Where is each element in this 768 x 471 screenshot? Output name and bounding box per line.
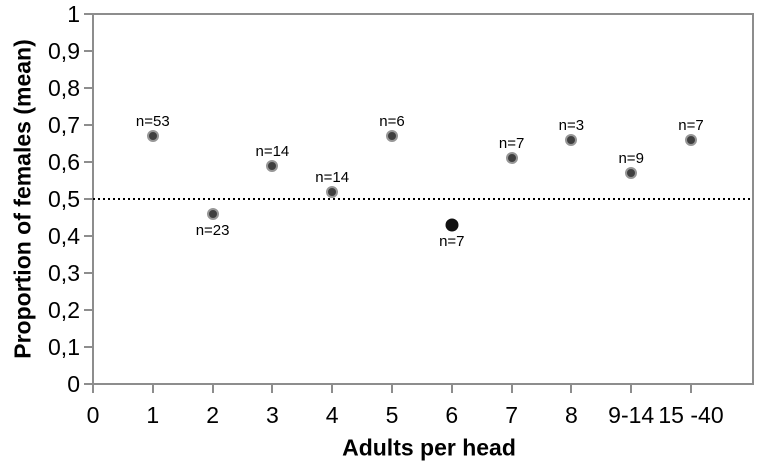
data-point: [505, 152, 518, 165]
x-axis-tick: [630, 385, 633, 393]
data-point-label: n=14: [315, 168, 350, 186]
y-axis-tick: [84, 50, 92, 52]
x-tick-label: 4: [325, 402, 339, 428]
data-point-label: n=23: [195, 221, 230, 239]
y-tick-label: 0,8: [48, 75, 80, 101]
y-tick-label: 0,1: [48, 334, 80, 360]
x-axis-tick: [391, 385, 393, 393]
x-axis-tick: [211, 385, 214, 393]
x-tick-label: 9-14: [608, 402, 655, 428]
data-point: [386, 130, 398, 143]
data-point-label: n=7: [498, 135, 525, 153]
y-axis-tick: [84, 198, 92, 200]
y-axis-tick: [84, 161, 92, 163]
x-tick-label: 3: [265, 402, 279, 428]
x-axis-tick: [331, 385, 334, 393]
x-axis-tick: [570, 385, 573, 393]
y-axis-tick: [84, 383, 92, 385]
data-point: [565, 133, 578, 146]
data-point: [266, 159, 279, 172]
y-axis-tick: [84, 13, 92, 15]
data-point-label: n=7: [439, 232, 465, 250]
y-tick-label: 0,6: [48, 149, 80, 175]
plot-area: n=53 n=23 n=14 n=14 n=6 n=7 n=7 n=3 n=9 n=7: [92, 13, 754, 385]
data-point: [146, 130, 159, 143]
y-axis-tick: [84, 124, 92, 126]
y-tick-label: 0,9: [48, 38, 80, 64]
x-axis-tick: [271, 385, 274, 393]
x-axis-tick: [450, 385, 453, 393]
y-tick-label: 0,2: [48, 297, 80, 323]
data-point-label: n=6: [379, 113, 405, 131]
y-axis-tick: [84, 235, 92, 237]
x-axis-tick: [151, 385, 154, 393]
data-point-label: n=53: [135, 113, 170, 131]
data-point: [445, 218, 459, 232]
data-point: [685, 133, 697, 146]
x-tick-label: 1: [146, 402, 160, 428]
y-axis-tick: [84, 272, 92, 274]
y-tick-label: 0: [67, 371, 80, 397]
y-axis-tick: [84, 309, 92, 311]
x-tick-label: 6: [445, 402, 459, 428]
x-tick-label: 5: [385, 402, 399, 428]
x-tick-label: 2: [206, 402, 219, 428]
data-point-label: n=3: [558, 116, 585, 134]
x-tick-label: 15 -40: [658, 402, 724, 428]
y-tick-label: 0,5: [48, 186, 80, 212]
data-point-label: n=14: [255, 142, 290, 160]
data-point-label: n=7: [678, 116, 704, 134]
x-axis-tick: [510, 385, 513, 393]
reference-line: [93, 198, 753, 200]
x-tick-label: 8: [564, 402, 578, 428]
y-tick-label: 1: [67, 1, 80, 27]
x-axis-title: Adults per head: [342, 434, 516, 461]
data-point: [625, 167, 638, 180]
x-tick-label: 7: [505, 402, 518, 428]
y-axis-tick: [84, 346, 92, 348]
y-tick-label: 0,4: [48, 223, 80, 249]
y-tick-label: 0,3: [48, 260, 80, 286]
y-axis-tick: [84, 87, 92, 89]
data-point: [206, 207, 219, 220]
x-tick-label: 0: [86, 402, 100, 428]
y-tick-label: 0,7: [48, 112, 80, 138]
x-axis-tick: [92, 385, 94, 393]
x-axis-tick: [690, 385, 692, 393]
data-point-label: n=9: [618, 150, 644, 168]
data-point: [326, 185, 339, 198]
